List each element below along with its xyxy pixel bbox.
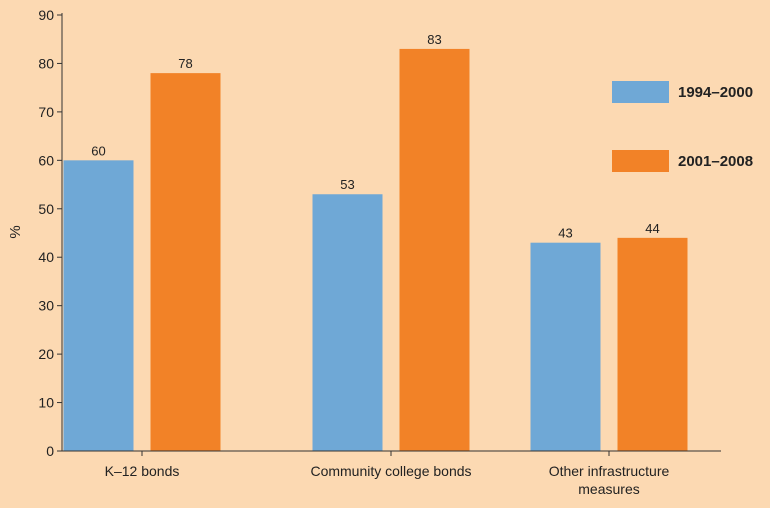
x-tick-label: Other infrastructure measures bbox=[549, 463, 670, 497]
y-tick-label: 30 bbox=[38, 298, 54, 314]
legend-swatch bbox=[612, 150, 669, 172]
x-tick-label-line: measures bbox=[578, 481, 639, 497]
y-axis: 0 10 20 30 40 50 60 70 80 90 bbox=[38, 7, 63, 459]
bar bbox=[312, 194, 383, 451]
data-label: 83 bbox=[427, 32, 441, 47]
y-tick-label: 20 bbox=[38, 346, 54, 362]
y-tick-label: 80 bbox=[38, 55, 54, 71]
legend-swatch bbox=[612, 81, 669, 103]
x-axis: K–12 bonds Community college bonds Other i… bbox=[57, 450, 721, 497]
x-tick-label: Community college bonds bbox=[310, 463, 471, 479]
bar bbox=[530, 242, 601, 451]
y-tick-label: 90 bbox=[38, 7, 54, 23]
y-tick-label: 60 bbox=[38, 152, 54, 168]
y-axis-title: % bbox=[7, 225, 24, 238]
bars: 60 78 53 83 43 44 bbox=[63, 32, 688, 452]
x-tick-label-line: K–12 bonds bbox=[105, 463, 180, 479]
y-tick-label: 50 bbox=[38, 201, 54, 217]
y-tick-label: 70 bbox=[38, 104, 54, 120]
bar bbox=[399, 48, 470, 452]
legend-label: 2001–2008 bbox=[678, 153, 753, 170]
x-tick-label-line: Community college bonds bbox=[310, 463, 471, 479]
data-label: 60 bbox=[91, 143, 105, 158]
y-tick-label: 10 bbox=[38, 395, 54, 411]
legend-label: 1994–2000 bbox=[678, 84, 753, 101]
y-tick-label: 0 bbox=[46, 443, 54, 459]
data-label: 53 bbox=[340, 177, 354, 192]
data-label: 44 bbox=[645, 221, 659, 236]
y-tick-label: 40 bbox=[38, 249, 54, 265]
bar bbox=[63, 160, 134, 452]
x-tick-label: K–12 bonds bbox=[105, 463, 180, 479]
data-label: 78 bbox=[178, 56, 192, 71]
legend: 1994–2000 2001–2008 bbox=[612, 81, 753, 172]
x-tick-label-line: Other infrastructure bbox=[549, 463, 670, 479]
bar bbox=[617, 237, 688, 451]
data-label: 43 bbox=[558, 226, 572, 241]
bar bbox=[150, 73, 221, 451]
